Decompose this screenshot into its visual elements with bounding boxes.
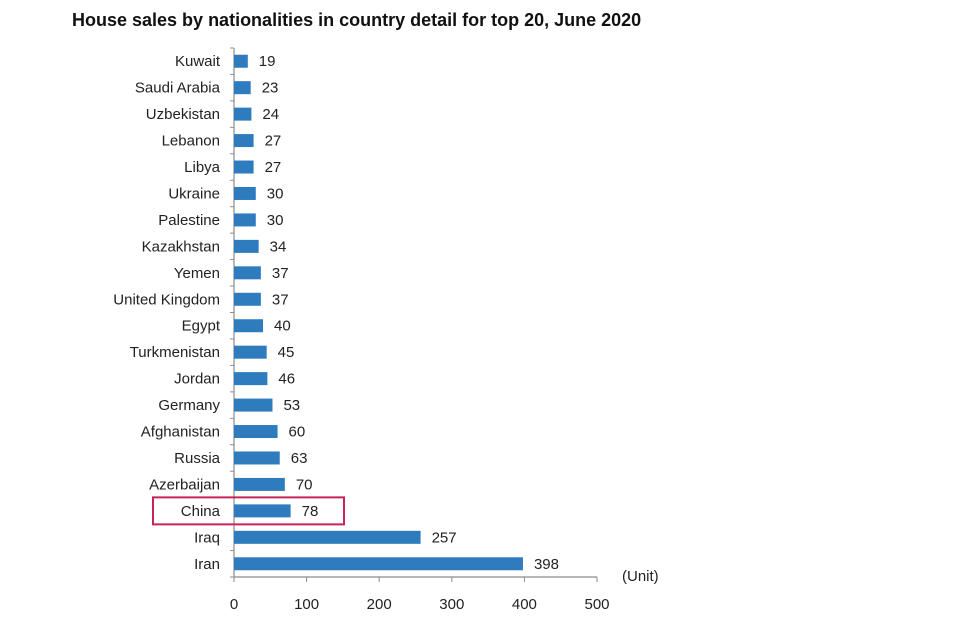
category-label: Germany bbox=[158, 397, 220, 414]
category-label: Libya bbox=[184, 159, 221, 176]
bar-kazakhstan bbox=[234, 239, 259, 253]
category-label: Uzbekistan bbox=[146, 106, 220, 123]
bar-yemen bbox=[234, 266, 261, 280]
category-label: Afghanistan bbox=[141, 424, 220, 441]
value-label: 27 bbox=[265, 159, 282, 176]
value-label: 70 bbox=[296, 476, 313, 493]
bars-layer bbox=[234, 54, 523, 571]
chart-title: House sales by nationalities in country … bbox=[72, 10, 642, 30]
bar-libya bbox=[234, 160, 254, 174]
value-label: 53 bbox=[283, 397, 300, 414]
x-tick-label: 400 bbox=[512, 596, 537, 613]
bar-kuwait bbox=[234, 54, 248, 68]
value-label: 30 bbox=[267, 212, 284, 229]
category-label: Egypt bbox=[182, 318, 221, 335]
category-label: Yemen bbox=[174, 265, 220, 282]
value-label: 23 bbox=[262, 80, 279, 97]
bar-united-kingdom bbox=[234, 292, 261, 306]
x-tick-label: 100 bbox=[294, 596, 319, 613]
value-label: 19 bbox=[259, 53, 276, 70]
bar-saudi-arabia bbox=[234, 81, 251, 95]
bar-jordan bbox=[234, 372, 268, 386]
value-label: 60 bbox=[289, 424, 306, 441]
value-label: 27 bbox=[265, 133, 282, 150]
category-label: Turkmenistan bbox=[130, 344, 220, 361]
bar-uzbekistan bbox=[234, 107, 252, 121]
value-label: 30 bbox=[267, 185, 284, 202]
bar-azerbaijan bbox=[234, 477, 285, 491]
category-label: Lebanon bbox=[162, 133, 220, 150]
bar-palestine bbox=[234, 213, 256, 227]
category-label: China bbox=[181, 503, 221, 520]
value-label: 63 bbox=[291, 450, 308, 467]
bar-iran bbox=[234, 557, 523, 571]
ticks-layer: 0 100 200 300 400 500 (Unit) bbox=[230, 568, 659, 613]
value-label: 45 bbox=[278, 344, 295, 361]
bar-egypt bbox=[234, 319, 264, 333]
value-label: 257 bbox=[432, 529, 457, 546]
value-label: 78 bbox=[302, 503, 319, 520]
category-label: Russia bbox=[174, 450, 221, 467]
bar-china bbox=[234, 504, 291, 518]
category-label: Kazakhstan bbox=[142, 238, 220, 255]
bar-afghanistan bbox=[234, 425, 278, 439]
highlight-layer bbox=[152, 496, 345, 526]
value-label: 24 bbox=[262, 106, 279, 123]
category-label: Jordan bbox=[174, 371, 220, 388]
x-tick-label: 0 bbox=[230, 596, 238, 613]
x-tick-label: 500 bbox=[584, 596, 609, 613]
unit-label: (Unit) bbox=[622, 568, 659, 585]
x-tick-label: 200 bbox=[367, 596, 392, 613]
category-label: Ukraine bbox=[168, 185, 220, 202]
category-label: Iraq bbox=[194, 529, 220, 546]
value-label: 34 bbox=[270, 238, 287, 255]
x-tick-label: 300 bbox=[439, 596, 464, 613]
value-label: 37 bbox=[272, 265, 289, 282]
bar-lebanon bbox=[234, 134, 254, 148]
category-label: Palestine bbox=[158, 212, 220, 229]
value-label: 46 bbox=[278, 371, 295, 388]
bar-turkmenistan bbox=[234, 345, 267, 359]
highlight-box bbox=[152, 496, 345, 526]
category-label: United Kingdom bbox=[113, 291, 220, 308]
value-label: 40 bbox=[274, 318, 291, 335]
category-label: Azerbaijan bbox=[149, 476, 220, 493]
category-label: Saudi Arabia bbox=[135, 80, 221, 97]
bar-germany bbox=[234, 398, 273, 412]
bar-russia bbox=[234, 451, 280, 465]
value-label: 37 bbox=[272, 291, 289, 308]
category-label: Kuwait bbox=[175, 53, 221, 70]
category-label: Iran bbox=[194, 556, 220, 573]
bar-ukraine bbox=[234, 186, 256, 200]
bar-iraq bbox=[234, 530, 421, 544]
labels-layer: Kuwait 19 Saudi Arabia 23 Uzbekistan 24 Lebano… bbox=[113, 53, 559, 573]
value-label: 398 bbox=[534, 556, 559, 573]
